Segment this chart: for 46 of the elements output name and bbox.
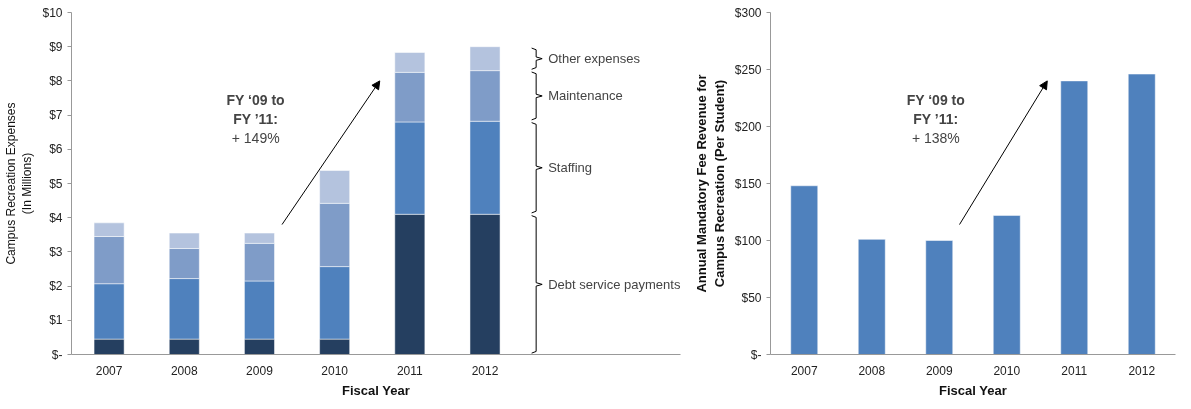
y-tick-label: $300 [734,5,762,20]
bar [925,240,953,355]
y-tick-label: $5 [49,176,63,191]
x-tick-label: 2012 [471,363,499,378]
y-tick-label: $9 [49,39,63,54]
text: Maintenance [548,88,623,104]
x-tick-label: 2011 [1061,363,1088,378]
y-tick-label: $7 [49,108,63,123]
bar [1060,80,1088,355]
x-axis-title: Fiscal Year [939,382,1007,398]
x-tick-label: 2010 [993,363,1021,378]
text: Other expenses [548,51,641,67]
y-tick-label: $2 [49,279,63,294]
x-tick-label: 2007 [790,363,818,378]
y-tick-label: $150 [734,176,762,191]
y-tick-label: $50 [741,290,762,305]
y-tick-label: $100 [734,233,762,248]
bar [858,239,886,355]
y-tick-label: $10 [42,5,63,20]
y-tick-label: $- [750,347,762,362]
x-tick-label: 2008 [170,363,198,378]
x-tick-label: 2009 [925,363,953,378]
y-tick-label: $- [51,347,63,362]
bar [1128,73,1156,355]
y-tick-label: $8 [49,73,63,88]
bar [790,185,818,355]
x-axis-title: Fiscal Year [342,382,410,398]
text: Debt service payments [548,276,681,292]
y-tick-label: $200 [734,119,762,134]
bar [993,215,1021,355]
y-tick-label: $3 [49,244,63,259]
x-tick-label: 2010 [321,363,349,378]
annotation: FY ‘09 to FY ’11: + 138% [906,92,965,146]
x-tick-label: 2009 [246,363,274,378]
y-tick-label: $1 [49,313,63,328]
text: Staffing [548,160,593,176]
x-tick-label: 2011 [396,363,424,378]
annotation: FY ‘09 to FY ’11: + 149% [226,92,285,146]
x-tick-label: 2008 [858,363,886,378]
x-tick-label: 2012 [1128,363,1156,378]
y-tick-label: $250 [734,62,762,77]
y-axis-title: Campus Recreation Expenses (In Millions) [3,102,35,265]
y-tick-label: $6 [49,142,63,157]
y-tick-label: $4 [49,210,63,225]
y-axis-title: Annual Mandatory Fee Revenue for Campus Recreation (Per Student) [693,74,727,293]
x-tick-label: 2007 [95,363,123,378]
